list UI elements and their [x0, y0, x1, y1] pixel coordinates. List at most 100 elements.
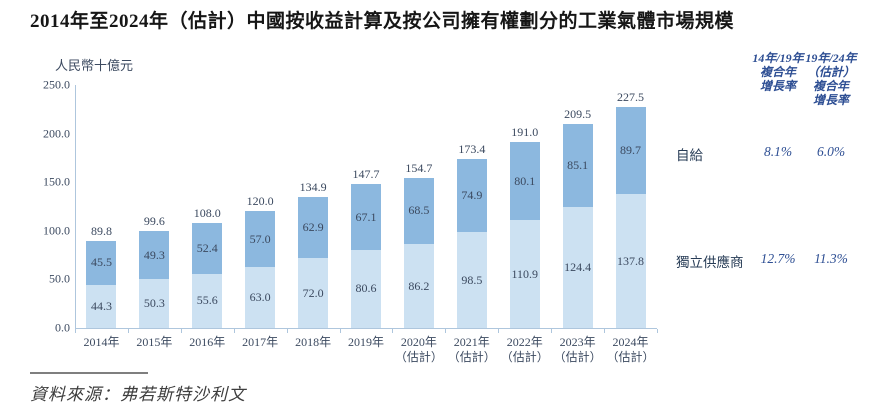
bar-total-label: 89.8	[90, 223, 112, 238]
bar-segment-captive: 49.3	[139, 231, 170, 280]
bar-total-label: 134.9	[299, 179, 327, 194]
segment-value-label: 67.1	[355, 209, 377, 224]
segment-value-label: 45.5	[90, 255, 112, 270]
bar-segment-independent-supplier: 80.6	[351, 249, 381, 328]
segment-value-label: 63.0	[249, 289, 271, 304]
x-axis-label: 2019年	[347, 335, 384, 349]
bar-segment-independent-supplier: 124.4	[562, 207, 593, 328]
x-axis-label: 2020年 （估計）	[394, 335, 443, 364]
x-axis-tick	[233, 329, 235, 333]
segment-value-label: 68.5	[408, 203, 430, 218]
x-axis-label: 2015年	[136, 335, 173, 349]
x-axis-label: 2021年 （估計）	[447, 335, 496, 364]
x-axis-tick	[445, 329, 447, 333]
bar-total-label: 173.4	[458, 142, 486, 157]
y-axis-tick-label: 250.0	[43, 77, 70, 92]
y-axis-tick-label: 100.0	[43, 223, 70, 238]
bar-total-label: 209.5	[564, 107, 592, 122]
x-axis-tick	[339, 329, 341, 333]
x-axis-label: 2014年	[83, 335, 120, 349]
segment-value-label: 89.7	[620, 142, 642, 157]
independent-cagr-19-24: 11.3%	[814, 251, 848, 266]
bar-segment-captive: 68.5	[403, 177, 434, 245]
segment-value-label: 52.4	[196, 240, 218, 255]
segment-value-label: 85.1	[567, 158, 589, 173]
x-axis-tick	[75, 329, 76, 333]
segment-value-label: 72.0	[302, 285, 324, 300]
bar-segment-independent-supplier: 98.5	[456, 232, 487, 328]
bar-segment-captive: 85.1	[562, 124, 593, 208]
growth-header-col1: 14年/19年 複合年 增長率	[752, 51, 804, 93]
bar-segment-captive: 89.7	[615, 106, 646, 195]
bar-total-label: 120.0	[246, 194, 274, 209]
bar-segment-independent-supplier: 44.3	[86, 284, 117, 328]
bar-total-label: 227.5	[617, 89, 645, 104]
x-axis-tick	[286, 329, 288, 333]
y-axis-tick-label: 50.0	[49, 271, 70, 286]
bar-segment-independent-supplier: 50.3	[139, 279, 170, 328]
y-axis-tick-label: 150.0	[43, 174, 70, 189]
x-axis-line	[75, 328, 657, 329]
segment-value-label: 50.3	[143, 296, 165, 311]
bar-segment-captive: 57.0	[245, 211, 276, 267]
x-axis-label: 2016年	[189, 335, 226, 349]
bar-segment-independent-supplier: 55.6	[192, 273, 223, 328]
y-axis-line	[75, 85, 76, 328]
y-axis-unit-label: 人民幣十億元	[55, 58, 134, 73]
bar-total-label: 147.7	[352, 167, 380, 182]
x-axis-tick	[498, 329, 500, 333]
segment-value-label: 137.8	[617, 253, 645, 268]
bar-segment-independent-supplier: 86.2	[403, 244, 434, 328]
segment-value-label: 86.2	[408, 278, 430, 293]
segment-value-label: 74.9	[461, 188, 483, 203]
growth-header-col2: 19年/24年 （估計） 複合年 增長率	[805, 51, 857, 107]
x-axis-label: 2023年 （估計）	[553, 335, 602, 364]
bar-total-label: 99.6	[143, 214, 165, 229]
source-text: 資料來源：弗若斯特沙利文	[30, 385, 246, 404]
y-axis-tick-label: 200.0	[43, 126, 70, 141]
segment-value-label: 62.9	[302, 219, 324, 234]
row-label-independent: 獨立供應商	[676, 255, 744, 270]
segment-value-label: 55.6	[196, 293, 218, 308]
source-divider-line	[30, 372, 148, 374]
segment-value-label: 80.6	[355, 281, 377, 296]
bar-segment-captive: 80.1	[509, 142, 540, 221]
segment-value-label: 49.3	[143, 247, 165, 262]
bar-total-label: 108.0	[193, 206, 221, 221]
stacked-bar-chart: 人民幣十億元 0.0 50.0 100.0 150.0 200.0 250.0 44.3 45…	[30, 50, 678, 380]
bar-segment-captive: 62.9	[298, 196, 329, 258]
captive-cagr-14-19: 8.1%	[763, 144, 793, 159]
bar-segment-independent-supplier: 72.0	[298, 258, 329, 328]
bar-segment-captive: 45.5	[86, 240, 117, 285]
bar-total-label: 191.0	[511, 125, 539, 140]
x-axis-label: 2017年	[242, 335, 279, 349]
row-label-captive: 自給	[676, 148, 703, 163]
segment-value-label: 98.5	[461, 272, 483, 287]
x-axis-tick	[127, 329, 129, 333]
segment-value-label: 124.4	[564, 260, 592, 275]
segment-value-label: 80.1	[514, 173, 536, 188]
segment-value-label: 57.0	[249, 231, 271, 246]
bar-segment-independent-supplier: 110.9	[509, 220, 540, 328]
x-axis-label: 2018年	[295, 335, 332, 349]
x-axis-tick	[392, 329, 394, 333]
segment-value-label: 44.3	[90, 298, 112, 313]
x-axis-label: 2024年 （估計）	[606, 335, 655, 364]
bar-segment-captive: 67.1	[351, 184, 381, 250]
bar-total-label: 154.7	[405, 160, 433, 175]
bar-segment-independent-supplier: 63.0	[245, 266, 276, 328]
independent-cagr-14-19: 12.7%	[760, 251, 796, 266]
x-axis-tick	[657, 329, 658, 333]
captive-cagr-19-24: 6.0%	[816, 144, 846, 159]
bar-segment-independent-supplier: 137.8	[615, 194, 646, 328]
x-axis-tick	[180, 329, 182, 333]
y-axis-tick-label: 0.0	[55, 320, 70, 335]
chart-title: 2014年至2024年（估計）中國按收益計算及按公司擁有權劃分的工業氣體市場規模	[30, 11, 735, 32]
bar-segment-captive: 52.4	[192, 223, 223, 274]
x-axis-tick	[551, 329, 553, 333]
segment-value-label: 110.9	[511, 266, 538, 281]
x-axis-tick	[604, 329, 606, 333]
bar-segment-captive: 74.9	[456, 159, 487, 233]
x-axis-label: 2022年 （估計）	[500, 335, 549, 364]
